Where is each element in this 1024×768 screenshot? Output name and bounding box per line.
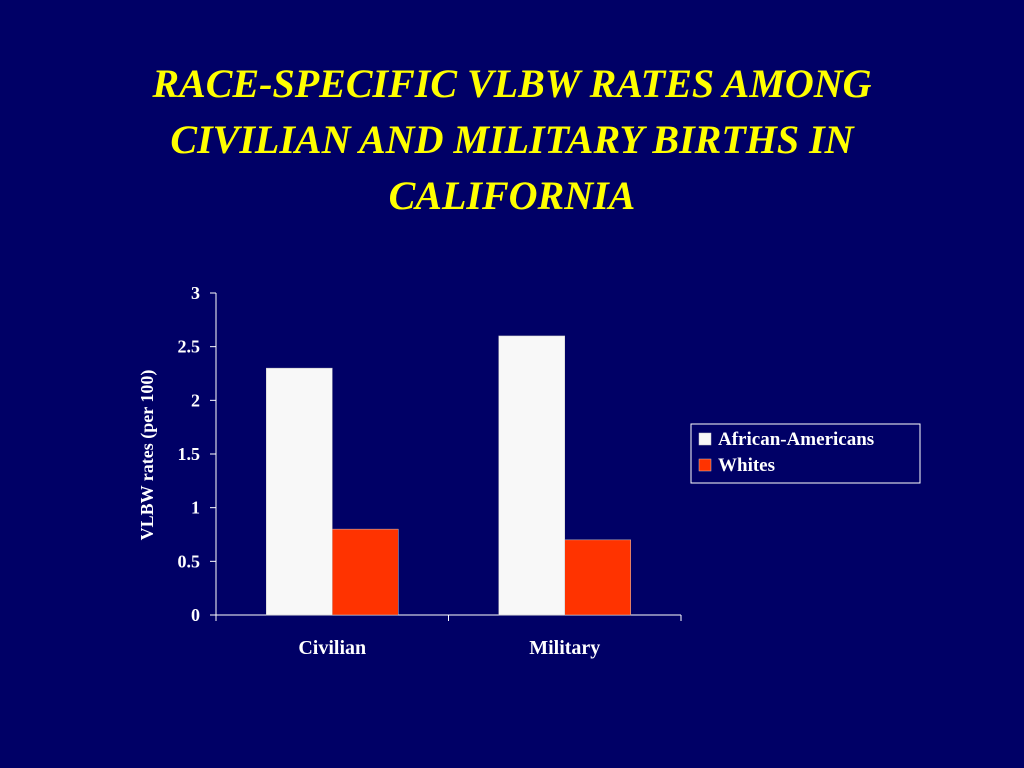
title-line-2: CIVILIAN AND MILITARY BIRTHS IN	[170, 117, 854, 162]
y-tick-label: 1	[191, 498, 200, 518]
y-tick-label: 2.5	[178, 337, 201, 357]
title-line-3: CALIFORNIA	[388, 173, 636, 218]
slide-title: RACE-SPECIFIC VLBW RATES AMONG CIVILIAN …	[40, 56, 984, 224]
y-axis-label: VLBW rates (per 100)	[137, 370, 158, 541]
y-tick-label: 3	[191, 283, 200, 303]
y-tick-label: 0.5	[178, 551, 201, 571]
bar-whites	[332, 528, 399, 616]
x-category-label: Military	[529, 637, 600, 659]
y-axis: 0 0.5 1 1.5 2 2.5 3	[178, 283, 217, 625]
legend-label: Whites	[718, 455, 775, 476]
legend-swatch	[698, 458, 712, 472]
bar-african-americans	[266, 367, 333, 616]
x-category-label: Civilian	[298, 637, 366, 659]
y-tick-label: 1.5	[178, 444, 201, 464]
title-line-1: RACE-SPECIFIC VLBW RATES AMONG	[152, 61, 872, 106]
y-tick-label: 0	[191, 605, 200, 625]
legend-box	[690, 423, 921, 484]
legend-label: African-Americans	[718, 429, 874, 450]
bar-whites	[564, 539, 631, 616]
bar-african-americans	[498, 335, 565, 616]
bars	[266, 335, 631, 616]
legend: African-Americans Whites	[690, 423, 921, 484]
x-axis: Civilian Military	[215, 614, 682, 659]
y-tick-label: 2	[191, 390, 200, 410]
legend-swatch	[698, 432, 712, 446]
